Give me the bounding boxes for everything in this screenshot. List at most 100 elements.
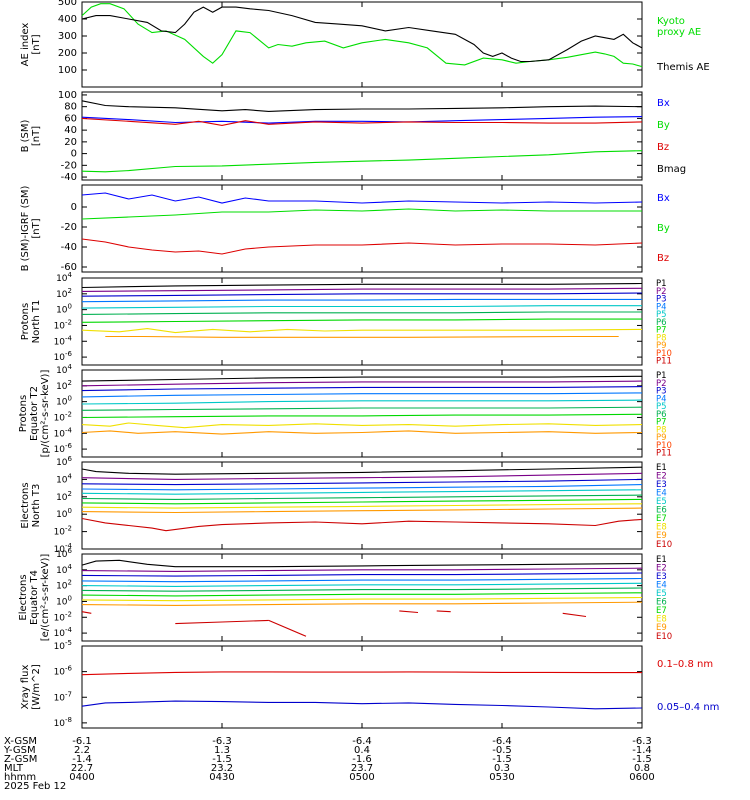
orbit-row-value: -6.4 <box>352 736 372 747</box>
series-line-e9 <box>81 507 643 514</box>
orbit-row-value: -0.5 <box>492 745 512 756</box>
series-line-e4 <box>81 484 643 491</box>
series-line-p2 <box>81 380 643 387</box>
y-axis-label: [e/(cm²-s-sr-keV)] <box>40 554 51 642</box>
series-line-p1 <box>81 375 643 382</box>
panel-frame <box>81 1 643 88</box>
orbit-row-value: 0.3 <box>494 763 510 774</box>
series-line-bmag <box>81 100 643 112</box>
y-tick-label: 104 <box>56 472 72 485</box>
y-tick-label: 10-2 <box>54 410 72 423</box>
legend-label: E4 <box>656 581 667 591</box>
y-axis-label: North T1 <box>31 300 42 344</box>
series-line-p5 <box>81 305 642 309</box>
orbit-row-value: 0.4 <box>354 745 370 756</box>
series-line-e4 <box>81 577 643 583</box>
legend-label: P3 <box>656 387 667 397</box>
series-line-0-1-0-8-nm <box>81 671 642 676</box>
legend-label: Bz <box>657 253 669 264</box>
legend-label: P11 <box>656 357 672 367</box>
panel-frame <box>81 369 643 458</box>
series-line-p7 <box>81 318 642 323</box>
series-line-e3 <box>81 478 643 486</box>
legend-label: proxy AE <box>657 27 701 38</box>
y-axis-label: [nT] <box>31 218 42 238</box>
legend-label: By <box>657 223 670 234</box>
series-line-e9 <box>81 601 643 606</box>
legend-label: E8 <box>656 615 667 625</box>
legend-label: P7 <box>656 418 667 428</box>
series-line-p8 <box>81 328 643 334</box>
series-line-e6 <box>81 587 643 592</box>
y-tick-label: 60 <box>64 113 77 124</box>
legend-label: E5 <box>656 497 667 507</box>
y-tick-label: 10-2 <box>54 318 72 331</box>
series-line-by <box>81 208 642 220</box>
y-tick-label: 10-2 <box>54 610 72 623</box>
orbit-row-label: X-GSM <box>4 736 37 747</box>
legend-label: Themis AE <box>656 62 710 73</box>
y-tick-label: 10-4 <box>54 626 73 639</box>
y-axis-label: Protons <box>18 395 29 432</box>
legend-label: 0.1–0.8 nm <box>657 659 713 670</box>
y-axis-label: Protons <box>20 303 31 340</box>
series-line-e1 <box>81 559 643 568</box>
legend-label: P11 <box>656 449 672 459</box>
series-line-themis-ae <box>81 6 643 63</box>
y-tick-label: 100 <box>58 65 77 76</box>
y-axis-label: [W/m^2] <box>31 664 42 710</box>
series-line-e5 <box>81 582 643 587</box>
orbit-row-value: -1.6 <box>352 754 372 765</box>
y-tick-label: 10-4 <box>54 334 73 347</box>
series-line-0-05-0-4-nm <box>81 700 643 710</box>
y-tick-label: 106 <box>56 455 72 468</box>
legend-label: E9 <box>656 623 667 633</box>
legend-label: E8 <box>656 523 667 533</box>
legend-label: P8 <box>656 333 667 343</box>
orbit-row-value: -6.3 <box>212 736 232 747</box>
series-line-p9 <box>105 335 619 338</box>
y-tick-label: 10-4 <box>54 426 73 439</box>
legend-label: P2 <box>656 287 667 297</box>
series-line-p8 <box>81 422 643 429</box>
series-segment-e10 <box>268 619 307 637</box>
series-line-p3 <box>81 292 643 297</box>
series-line-p6 <box>81 311 642 315</box>
legend-label: E4 <box>656 489 667 499</box>
legend-label: E7 <box>656 514 667 524</box>
series-line-by <box>81 150 643 173</box>
panel-frame <box>81 553 643 642</box>
y-tick-label: 20 <box>64 137 77 148</box>
y-axis-label: [nT] <box>31 126 42 146</box>
orbit-row-value: -1.5 <box>632 754 652 765</box>
orbit-row-label: hhmm <box>4 772 36 783</box>
series-line-e3 <box>81 572 643 577</box>
y-tick-label: 102 <box>56 579 72 592</box>
y-axis-label: [p/(cm²-s-sr-keV)] <box>40 370 51 458</box>
legend-label: E9 <box>656 531 667 541</box>
series-line-e2 <box>81 567 643 572</box>
legend-label: Bmag <box>657 164 686 175</box>
y-tick-label: 100 <box>58 90 77 101</box>
legend-label: P10 <box>656 441 672 451</box>
series-line-bx <box>81 116 643 124</box>
legend-label: P4 <box>656 302 667 312</box>
legend-label: Bz <box>657 142 669 153</box>
y-tick-label: 10-8 <box>54 716 72 729</box>
series-segment-e10 <box>436 610 451 613</box>
legend-label: P5 <box>656 310 667 320</box>
legend-label: P2 <box>656 379 667 389</box>
y-axis-label: North T3 <box>31 484 42 528</box>
series-line-bz <box>81 238 643 255</box>
orbit-row-value: 2.2 <box>74 745 90 756</box>
orbit-row-value: -1.4 <box>72 754 92 765</box>
legend-label: E6 <box>656 506 667 516</box>
orbit-row-label: Y-GSM <box>3 745 36 756</box>
orbit-row-value: 1.3 <box>214 745 230 756</box>
y-axis-label: Equator T4 <box>29 570 40 625</box>
orbit-row-value: -1.5 <box>492 754 512 765</box>
y-tick-label: 100 <box>56 507 72 520</box>
series-line-e7 <box>81 498 643 505</box>
y-tick-label: 10-6 <box>54 350 73 363</box>
legend-label: E1 <box>656 463 667 473</box>
